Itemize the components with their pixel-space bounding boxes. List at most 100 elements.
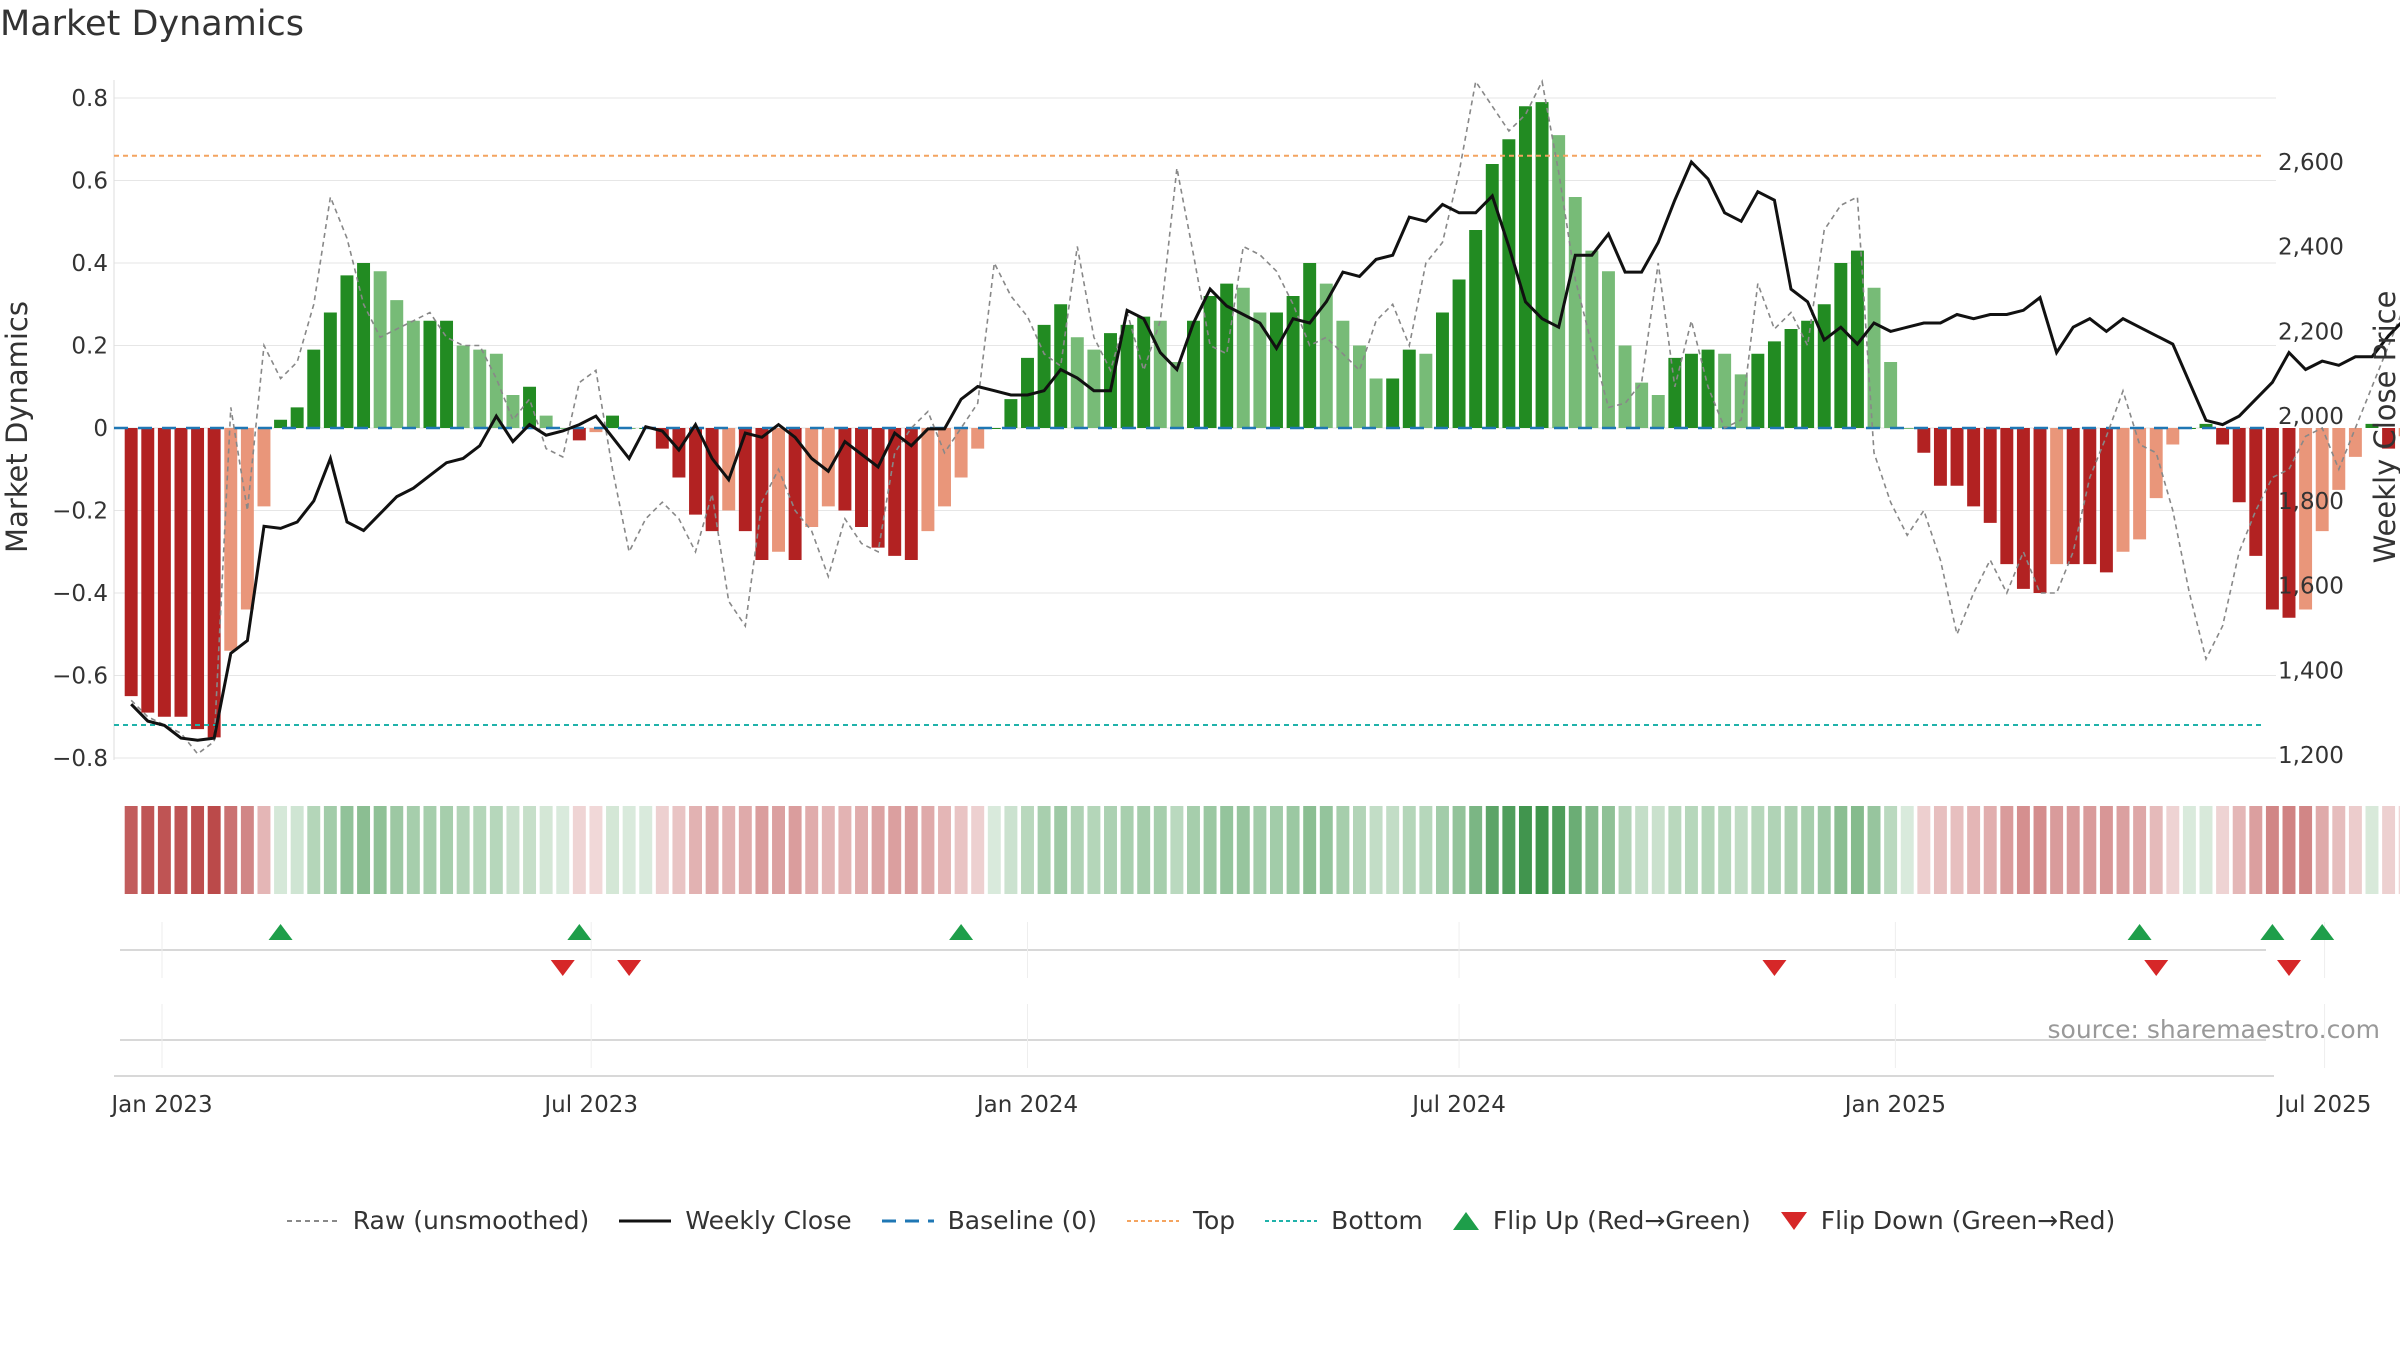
heat-cell [2398, 806, 2400, 894]
dynamics-bar [904, 428, 918, 560]
heat-cell [805, 806, 819, 894]
dynamics-bar [1967, 428, 1981, 507]
x-tick-label: Jul 2025 [2276, 1092, 2372, 1118]
heat-cell [2182, 806, 2196, 894]
y2-tick-label: 1,200 [2278, 743, 2344, 769]
y-axis-title: Market Dynamics [0, 301, 34, 553]
dynamics-bar [2249, 428, 2263, 556]
heat-cell [1021, 806, 1034, 894]
x-tick-label: Jul 2023 [542, 1092, 638, 1118]
dynamics-bar [987, 428, 1001, 429]
heat-cell [489, 806, 503, 894]
heat-cell [689, 806, 703, 894]
heat-cell [1187, 806, 1200, 894]
dynamics-bar [788, 428, 802, 560]
heat-cell [157, 806, 171, 894]
heat-cell [1435, 806, 1449, 894]
dynamics-bar [1336, 320, 1350, 428]
y-tick-label: −0.2 [52, 499, 108, 525]
dynamics-bar [523, 386, 537, 428]
dynamics-bar [390, 300, 404, 428]
heat-cell [357, 806, 371, 894]
heat-cell [871, 806, 885, 894]
dynamics-bar [2199, 423, 2213, 428]
heat-cell [1900, 806, 1914, 894]
dynamics-bar [473, 349, 487, 428]
dynamics-bar [2016, 428, 2030, 589]
baseline-line-icon [881, 1219, 934, 1222]
dynamics-bar [1635, 382, 1649, 428]
heat-cell [340, 806, 354, 894]
dynamics-bar [1120, 324, 1134, 428]
dynamics-bar [2382, 428, 2396, 449]
dynamics-bar [2299, 428, 2313, 610]
heat-cell [191, 806, 205, 894]
dynamics-bar [1054, 304, 1068, 428]
heat-cell [2382, 806, 2396, 894]
legend-item-raw: Raw (unsmoothed) [285, 1206, 589, 1235]
dynamics-bar [606, 415, 620, 428]
heat-cell [556, 806, 570, 894]
heat-cell [1601, 806, 1615, 894]
dynamics-bar [1684, 353, 1698, 428]
dynamics-bar [174, 428, 188, 717]
heat-cell [1402, 806, 1416, 894]
dynamics-bar [124, 428, 138, 697]
heat-cell [888, 806, 902, 894]
dynamics-bar [1535, 102, 1549, 428]
dynamics-bar [1220, 283, 1234, 428]
heat-cell [174, 806, 188, 894]
dynamics-bar [274, 419, 288, 428]
heat-cell [1635, 806, 1649, 894]
heat-cell [1518, 806, 1532, 894]
dynamics-bar [2133, 428, 2147, 540]
heat-cell [1568, 806, 1582, 894]
dynamics-bar [1386, 378, 1400, 428]
dynamics-bar [572, 428, 586, 441]
heat-cell [1369, 806, 1383, 894]
dynamics-bar [1585, 250, 1599, 428]
dynamics-bar [1568, 197, 1582, 428]
heat-cell [2332, 806, 2346, 894]
dynamics-bar [772, 428, 785, 552]
y2-tick-label: 2,600 [2278, 150, 2344, 176]
heat-cell [1784, 806, 1798, 894]
heat-cell [1037, 806, 1051, 894]
heat-cell [224, 806, 238, 894]
flip-up-marker [567, 924, 592, 940]
dynamics-bar [1319, 283, 1333, 428]
dynamics-bar [1203, 296, 1217, 428]
heat-cell [1286, 806, 1300, 894]
heat-cell [672, 806, 686, 894]
dynamics-bar [2216, 428, 2230, 445]
flip-down-marker [2144, 960, 2169, 976]
heat-cell [1419, 806, 1433, 894]
heat-cell [1502, 806, 1516, 894]
dynamics-bar [1021, 357, 1034, 428]
heat-cell [971, 806, 985, 894]
heat-cell [2050, 806, 2064, 894]
y-tick-label: 0.4 [71, 251, 108, 277]
dynamics-bar [1767, 341, 1781, 428]
heat-cell [2033, 806, 2047, 894]
dynamics-bar [1801, 320, 1815, 428]
heat-cell [506, 806, 520, 894]
legend-label-flipdown: Flip Down (Green→Red) [1820, 1206, 2116, 1235]
y2-axis-title: Weekly Close Price [2368, 291, 2400, 564]
y2-tick-label: 2,000 [2278, 404, 2344, 430]
dynamics-bar [1601, 271, 1615, 428]
dynamics-bar [2099, 428, 2113, 573]
dynamics-bar [191, 428, 205, 730]
legend-item-bottom: Bottom [1263, 1206, 1423, 1235]
dynamics-bar [871, 428, 885, 548]
dynamics-bar [2315, 428, 2329, 532]
heat-cell [390, 806, 404, 894]
dynamics-bar [805, 428, 819, 527]
heat-cell [323, 806, 337, 894]
heat-cell [1469, 806, 1483, 894]
heat-cell [788, 806, 802, 894]
heat-cell [1070, 806, 1084, 894]
heat-cell [838, 806, 852, 894]
heat-cell [2365, 806, 2379, 894]
